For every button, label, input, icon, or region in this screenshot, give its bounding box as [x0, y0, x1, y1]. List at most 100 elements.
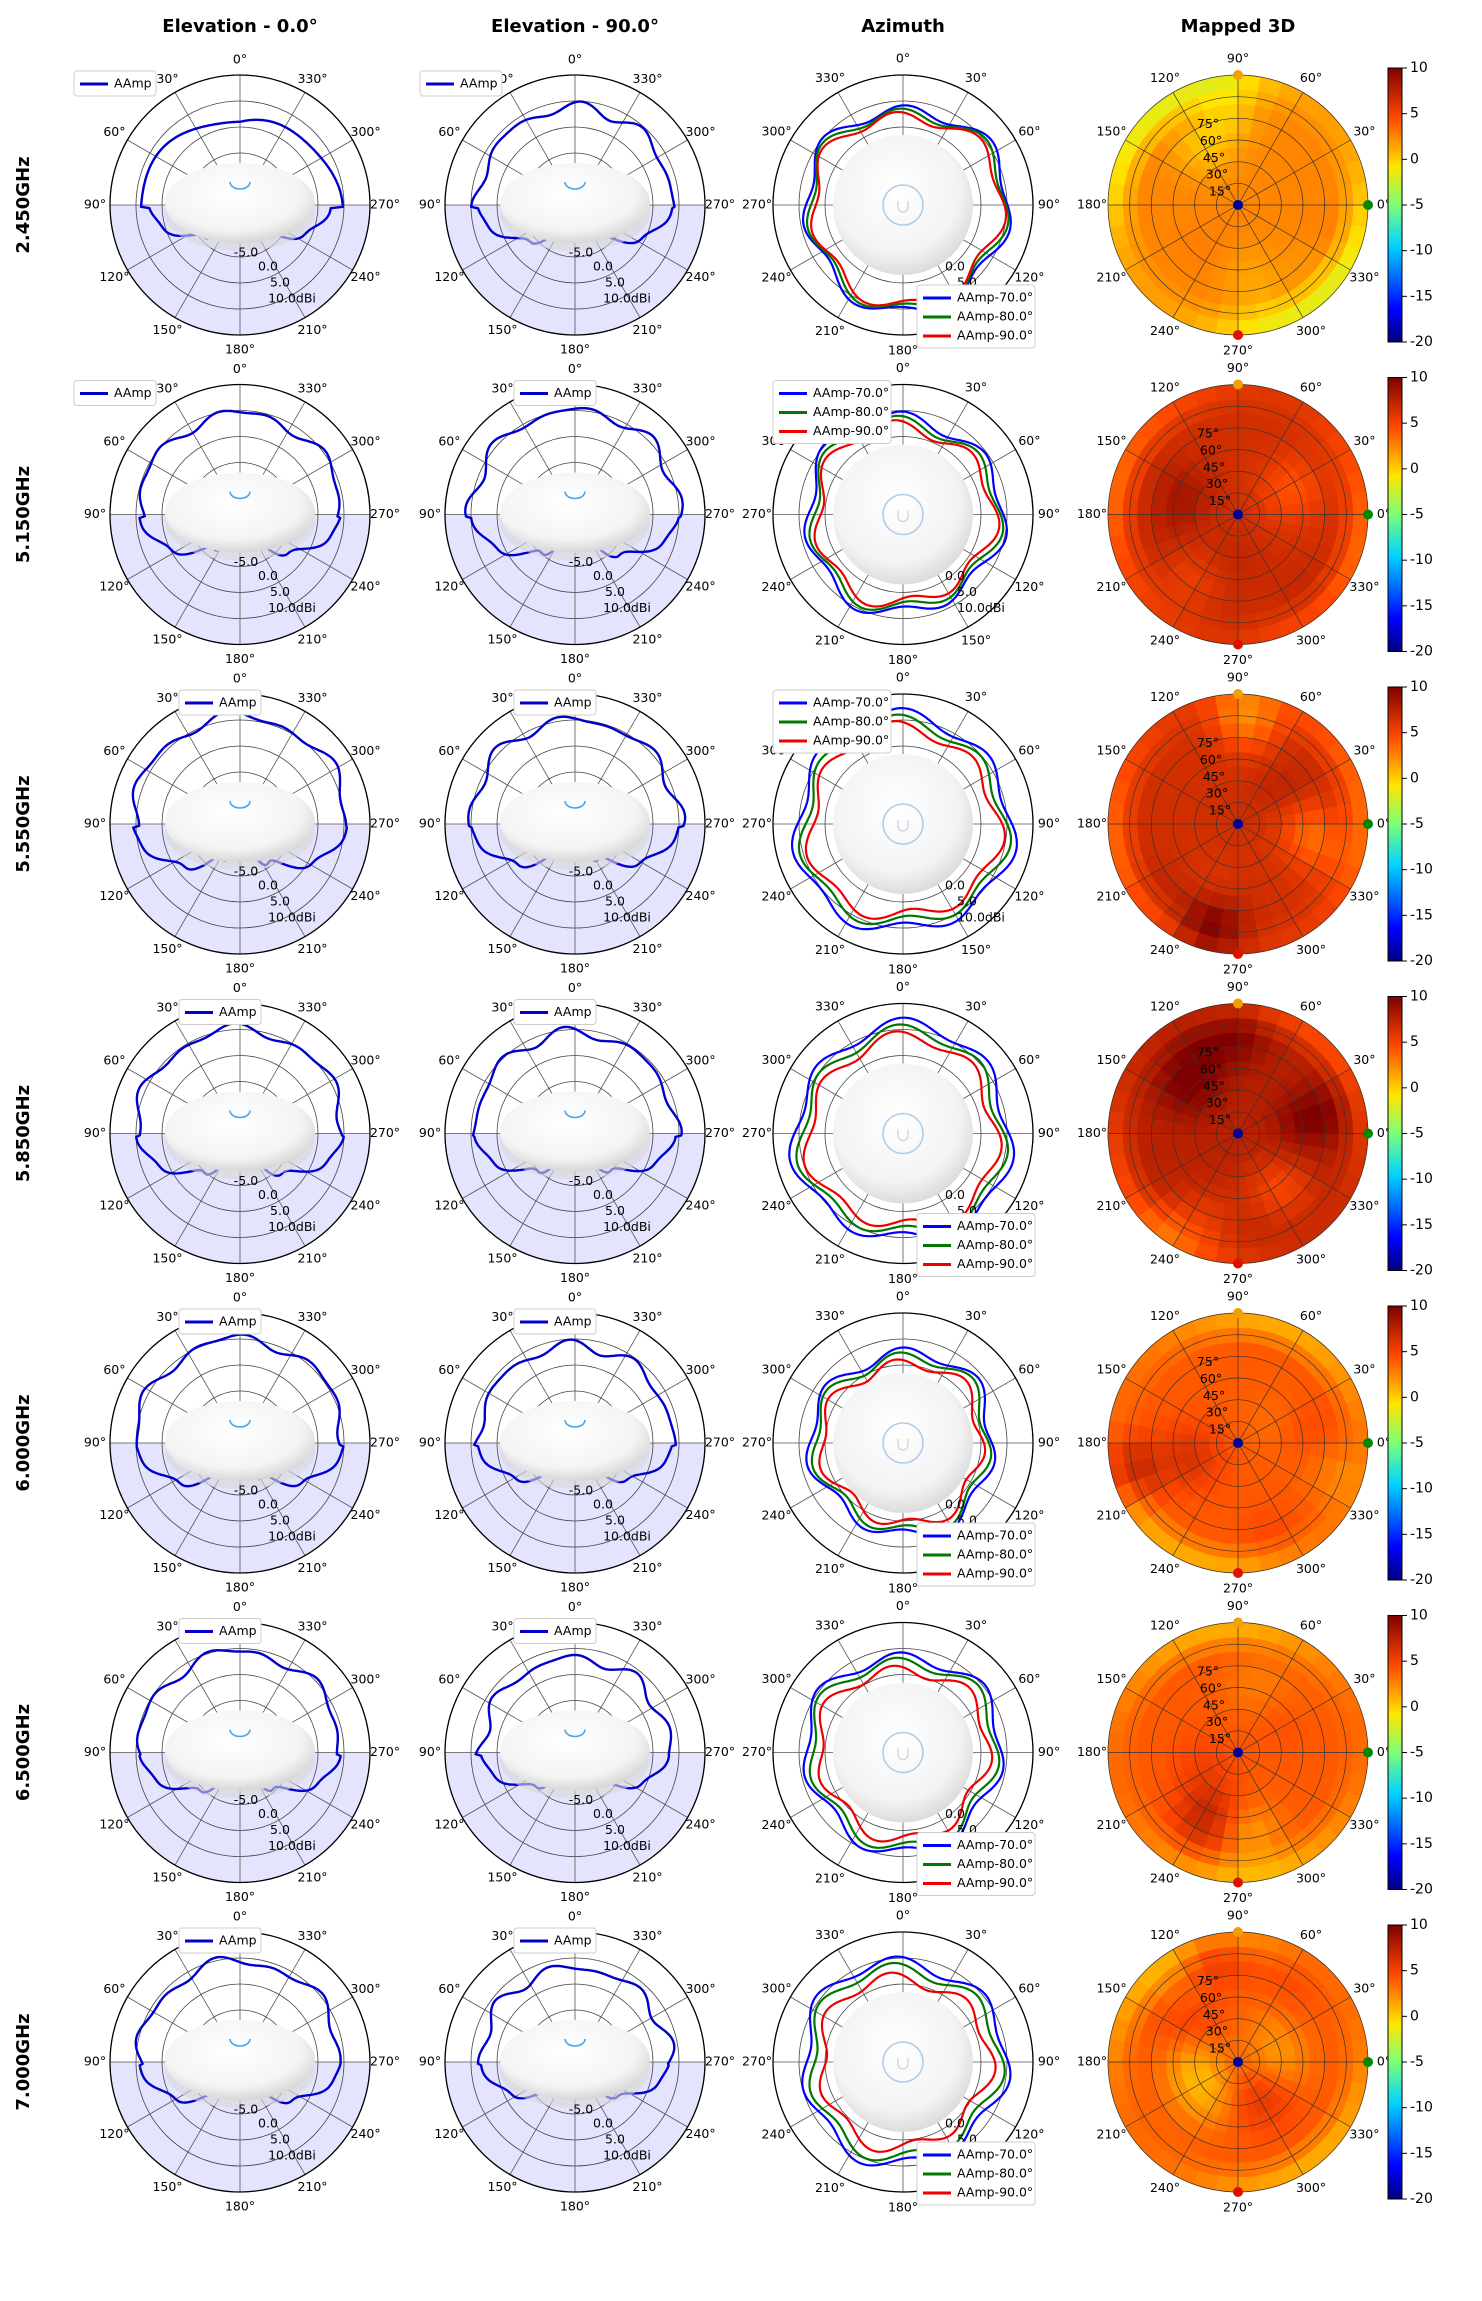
device-dome-image [165, 1091, 315, 1180]
device-disc-image [833, 135, 973, 275]
heatmap-cell [1237, 1823, 1254, 1840]
heatmap-cell [1237, 1651, 1256, 1668]
angle-tick-label: 150° [487, 1251, 517, 1266]
marker-dot [1233, 379, 1243, 390]
angle-tick-label: 90° [84, 1435, 106, 1450]
angle-tick-label: 330° [815, 999, 845, 1014]
angle-tick-label: 60° [103, 1981, 125, 1996]
elevation-90-plot: 0° 330° 300° 270° 240° 210° 180° 150° 120° 90° 60°… [419, 1599, 735, 1904]
angle-tick-label: 60° [438, 434, 460, 449]
polar-outer-ring [109, 74, 371, 336]
angle-tick-label: 270° [742, 816, 772, 831]
radial-tick-label: 5.0 [270, 275, 290, 290]
column-titles: Elevation - 0.0° Elevation - 90.0° Azimuth… [162, 16, 1295, 37]
heatmap-cell [1107, 1133, 1125, 1157]
angle-tick-label: 300° [1296, 1251, 1326, 1266]
angle-tick-label: 60° [1300, 380, 1322, 395]
legend-entry: AAmp-70.0° [813, 385, 889, 400]
azimuth-series-line [813, 419, 1001, 608]
angle-tick-label: 0° [233, 1599, 247, 1614]
mapped-3d-plot: 0°30°60°90°120°150°180°210°240°270°300°3… [1077, 979, 1433, 1286]
heatmap-cell [1323, 2044, 1340, 2063]
angle-tick-label: 0° [568, 1599, 582, 1614]
heatmap-cell [1150, 1752, 1168, 1768]
angle-tick-label: 240° [762, 1817, 792, 1832]
heatmap-cell [1107, 1110, 1125, 1134]
angle-tick-label: 240° [351, 269, 381, 284]
angle-tick-label: 90° [1038, 197, 1060, 212]
legend-box [513, 999, 597, 1025]
azimuth-series-line [802, 104, 1012, 312]
marker-dot [1233, 509, 1243, 520]
angle-tick-label: 240° [686, 269, 716, 284]
colorbar-tick-label: -15 [1410, 1217, 1433, 1233]
heatmap-cell [1150, 1442, 1168, 1459]
radial-tick-label: 0.0 [945, 2116, 965, 2131]
heatmap-cell [1237, 722, 1256, 739]
angle-tick-label: 180° [225, 342, 255, 357]
legend-entry: AAmp [554, 1314, 592, 1329]
colorbar [1387, 1305, 1403, 1581]
angle-tick-label: 180° [888, 1581, 918, 1596]
device-dome-image [500, 2020, 650, 2108]
azimuth-series-line [804, 719, 1006, 920]
polar-gridline-spoke [1237, 401, 1304, 515]
elevation-0-plot: 0° 330° 300° 270° 240° 210° 180° 150° 120° 90° 60°… [84, 671, 400, 976]
angle-tick-label: 240° [762, 1198, 792, 1213]
angle-tick-label: 30° [965, 1618, 987, 1633]
heatmap-cell [1308, 499, 1326, 515]
legend-box [916, 1213, 1036, 1277]
colorbar-tick-label: 5 [1410, 415, 1419, 431]
row-frequency-label: 6.000GHz [13, 1394, 34, 1491]
angle-tick-label: 90° [419, 1125, 441, 1140]
radial-tick-label: -5.0 [234, 2102, 258, 2117]
angle-tick-label: 300° [1296, 1870, 1326, 1885]
angle-tick-label: 120° [99, 1507, 129, 1522]
device-dome-image [165, 1401, 315, 1489]
heatmap-cell [1150, 514, 1168, 530]
radial-tick-label: 5.0 [605, 1513, 625, 1528]
radial-tick-label: 0.0 [258, 568, 278, 583]
theta-tick-label: 45° [1203, 1697, 1225, 1712]
theta-tick-label: 30° [1206, 1405, 1228, 1420]
elevation-0-plot: 0° 330° 300° 270° 240° 210° 180° 150° 120° 90° 60°… [84, 1599, 400, 1904]
angle-tick-label: 90° [84, 1744, 106, 1759]
heatmap-cell [1107, 491, 1125, 515]
radial-tick-label: 10.0dBi [268, 1529, 316, 1544]
angle-tick-label: 300° [1296, 632, 1326, 647]
legend-entry: AAmp-80.0° [957, 1547, 1033, 1562]
angle-tick-label: 270° [1223, 962, 1253, 977]
radial-tick-label: 10.0dBi [268, 1219, 316, 1234]
colorbar-tick-label: 0 [1410, 1699, 1419, 1715]
polar-outer-ring [109, 383, 371, 646]
colorbar-tick-label: 10 [1410, 679, 1428, 695]
angle-tick-label: 180° [225, 961, 255, 976]
heatmap-cell [1323, 1115, 1340, 1134]
theta-tick-label: 60° [1200, 1990, 1222, 2005]
heatmap-cell [1237, 2132, 1254, 2150]
colorbar [1387, 1615, 1403, 1890]
angle-tick-label: 180° [560, 2199, 590, 2214]
angle-tick-label: 30° [965, 689, 987, 704]
legend-box [419, 70, 503, 97]
colorbar-tick-label: 0 [1410, 1080, 1419, 1096]
angle-tick-label: 120° [99, 1817, 129, 1832]
radial-tick-label: 10.0dBi [957, 910, 1005, 925]
heatmap-cell [1323, 204, 1340, 223]
polar-gridline-spoke [1237, 449, 1351, 515]
colorbar-tick-label: -20 [1410, 1572, 1433, 1588]
angle-tick-label: 30° [965, 70, 987, 85]
angle-tick-label: 270° [742, 1125, 772, 1140]
marker-dot [1233, 1258, 1243, 1269]
radial-tick-label: 0.0 [593, 878, 613, 893]
colorbar-tick-label: 5 [1410, 1344, 1419, 1360]
angle-tick-label: 270° [705, 1125, 735, 1140]
angle-tick-label: 330° [1349, 889, 1379, 904]
radial-tick-label: 0.0 [258, 878, 278, 893]
heatmap-cell [1136, 514, 1153, 533]
angle-tick-label: 120° [434, 579, 464, 594]
theta-tick-label: 75° [1197, 1664, 1219, 1679]
radial-tick-label: 5.0 [605, 584, 625, 599]
theta-tick-label: 60° [1200, 1680, 1222, 1695]
azimuth-plot: 0°30°60°90°120°150°180°210°240°270°300°3… [742, 1289, 1060, 1596]
